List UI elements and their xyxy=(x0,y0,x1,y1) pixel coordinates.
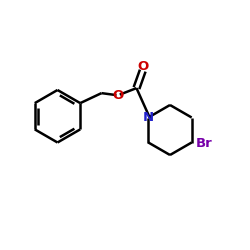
Text: Br: Br xyxy=(196,137,212,150)
Text: O: O xyxy=(137,60,148,72)
Text: N: N xyxy=(143,111,154,124)
Text: O: O xyxy=(112,89,123,102)
